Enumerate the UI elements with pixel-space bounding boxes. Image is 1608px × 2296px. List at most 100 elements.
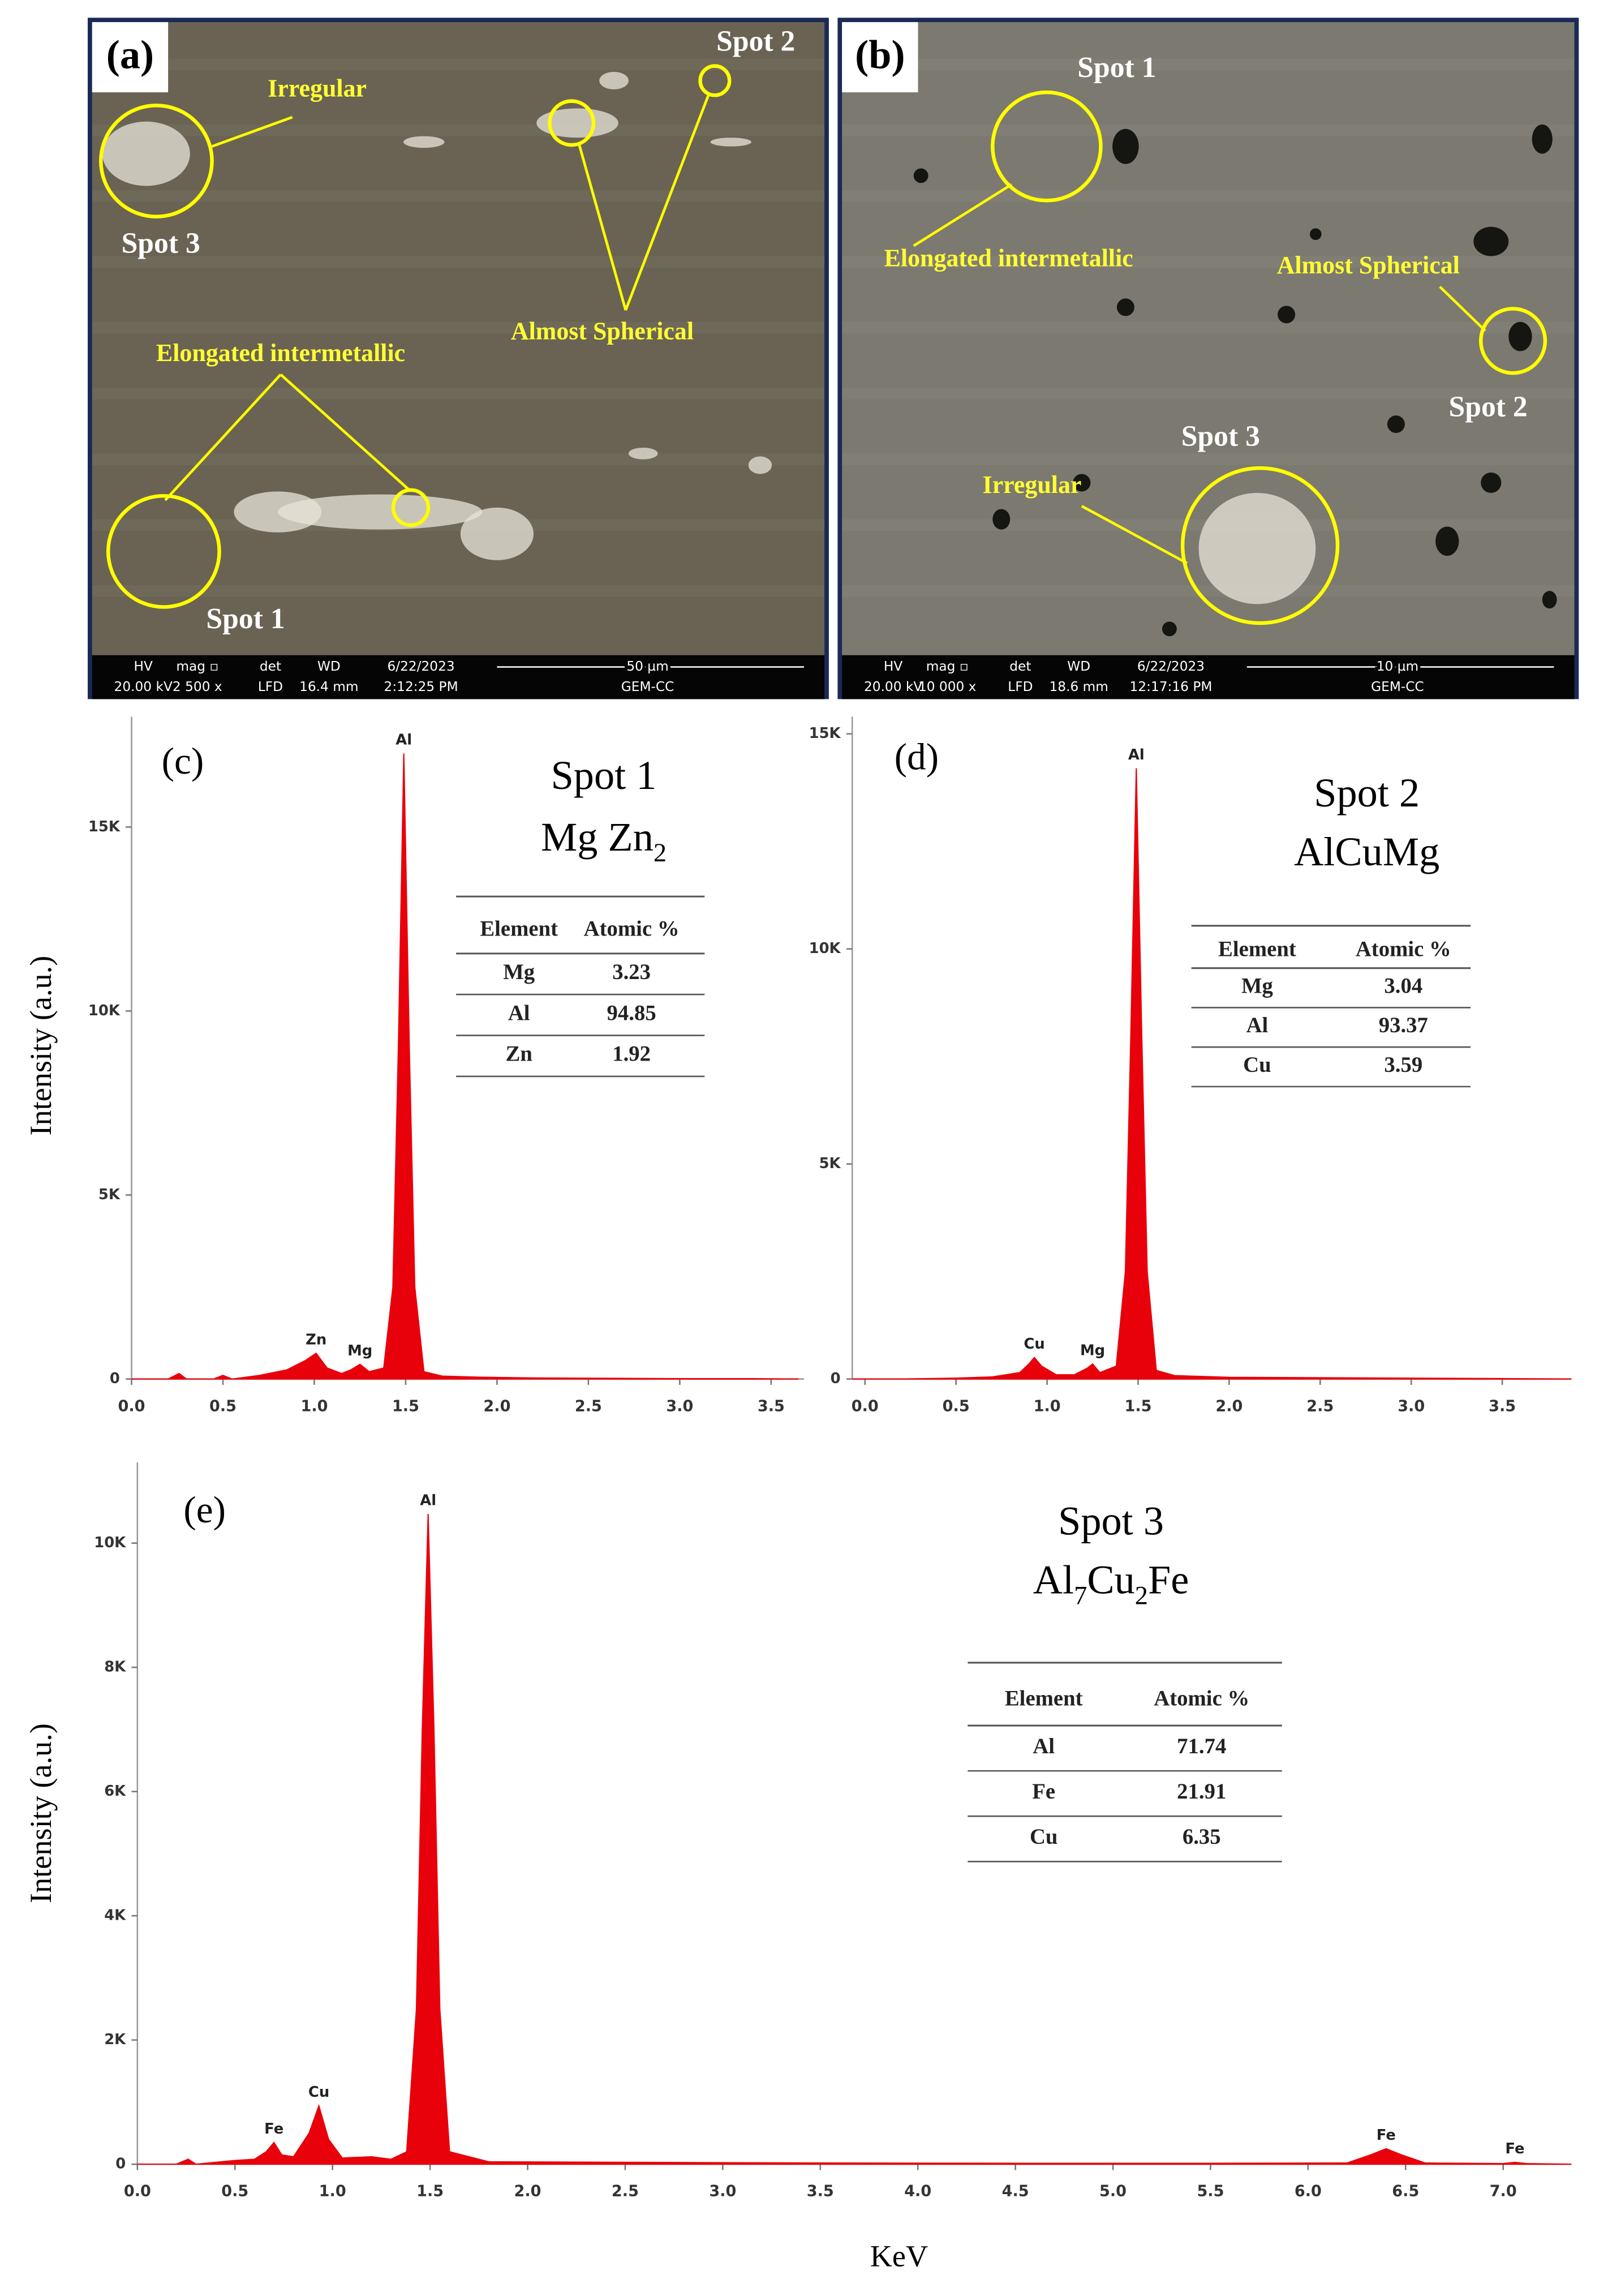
highlight-circle: [99, 104, 214, 218]
particle: [1198, 493, 1316, 604]
x-tick-label: 3.5: [1489, 1397, 1516, 1415]
info-value: 18.6 mm: [1049, 679, 1108, 694]
x-tick-label: 6.5: [1392, 2183, 1419, 2200]
table-header: Atomic %: [1356, 937, 1451, 962]
formula-part: Cu: [1087, 1557, 1134, 1602]
sem-streak: [92, 124, 825, 136]
annotation: Almost Spherical: [1277, 251, 1460, 279]
x-tick-label: 1.0: [1034, 1397, 1061, 1415]
x-tick-label: 0.0: [124, 2183, 151, 2200]
y-axis-label: Intensity (a.u.): [24, 956, 58, 1136]
annotation: Irregular: [983, 471, 1082, 499]
table-cell: 3.59: [1384, 1053, 1422, 1077]
info-header: det: [1009, 659, 1031, 674]
y-tick-label: 2K: [104, 2031, 126, 2048]
formula-part: 2: [1135, 1582, 1148, 1611]
sem-streak: [92, 585, 825, 597]
formula-part: AlCuMg: [1294, 829, 1439, 874]
sem-streak: [92, 58, 825, 71]
x-tick-label: 2.0: [514, 2183, 541, 2200]
peak-label: Fe: [264, 2121, 283, 2138]
leader-line: [1439, 286, 1486, 332]
x-tick-label: 2.5: [612, 2183, 639, 2200]
pore: [992, 509, 1011, 530]
sem-streak: [92, 190, 825, 202]
x-tick-label: 0.0: [118, 1397, 145, 1415]
spectrum-area: [852, 768, 1572, 1380]
pore: [1508, 321, 1532, 351]
y-tick-label: 10K: [94, 1534, 126, 1551]
formula-part: 7: [1074, 1582, 1087, 1611]
x-tick-label: 1.0: [300, 1397, 328, 1415]
leader-line: [164, 374, 282, 501]
peak-label: Al: [1128, 746, 1145, 763]
annotation: Spot 1: [1077, 52, 1156, 84]
x-tick-label: 4.5: [1002, 2183, 1029, 2200]
table-cell: Cu: [1030, 1825, 1058, 1849]
annotation: Elongated intermetallic: [156, 339, 405, 367]
panel-label: (b): [855, 32, 905, 77]
sem-streak: [92, 321, 825, 334]
chart-title: Spot 2: [1314, 770, 1420, 816]
leader-line: [577, 143, 627, 311]
pore: [1278, 306, 1296, 324]
x-tick-label: 1.5: [1124, 1397, 1151, 1415]
table-header: Element: [480, 916, 558, 941]
particle: [628, 447, 658, 460]
x-tick-label: 0.5: [943, 1397, 970, 1415]
table-cell: Zn: [505, 1042, 532, 1066]
highlight-circle: [391, 488, 431, 527]
sem-streak: [842, 124, 1575, 136]
pore: [1162, 621, 1177, 637]
info-header: HV: [884, 659, 902, 674]
table-cell: 71.74: [1177, 1734, 1226, 1758]
table-cell: 3.23: [612, 960, 651, 984]
info-header: mag ▫: [926, 659, 969, 674]
formula-part: Al: [1033, 1557, 1074, 1602]
y-tick-label: 0: [115, 2156, 126, 2173]
info-header: det: [260, 659, 281, 674]
particle: [748, 456, 772, 474]
table-cell: Al: [1033, 1734, 1055, 1758]
pore: [1309, 228, 1322, 241]
annotation: Elongated intermetallic: [884, 244, 1133, 272]
info-value: LFD: [258, 679, 283, 694]
sem-streak: [842, 190, 1575, 202]
sem-streak: [842, 58, 1575, 71]
table-cell: Mg: [1241, 973, 1273, 998]
table-header: Atomic %: [584, 916, 680, 941]
panel-label: (c): [162, 740, 204, 782]
highlight-circle: [1180, 466, 1340, 625]
x-tick-label: 2.5: [1306, 1397, 1334, 1415]
scale-label: 50 µm: [626, 659, 668, 674]
peak-label: Fe: [1377, 2127, 1396, 2144]
pore: [913, 168, 928, 183]
x-tick-label: 2.0: [1215, 1397, 1242, 1415]
info-header: mag ▫: [176, 659, 218, 674]
formula: Al7Cu2Fe: [1033, 1557, 1189, 1611]
info-value: 10 000 x: [918, 679, 977, 694]
particle: [536, 108, 618, 138]
annotation: Spot 3: [122, 227, 200, 259]
y-tick-label: 10K: [88, 1002, 121, 1019]
info-bar: [92, 655, 825, 699]
x-tick-label: 3.5: [807, 2183, 834, 2200]
particle: [460, 507, 534, 560]
sem-streak: [92, 388, 825, 400]
lab-label: GEM-CC: [621, 679, 674, 694]
x-tick-label: 3.0: [709, 2183, 736, 2200]
annotation: Irregular: [268, 75, 367, 102]
pore: [1532, 124, 1553, 154]
formula-part: 2: [653, 839, 667, 868]
panel-label-box: [842, 22, 918, 93]
chart-title: Spot 1: [551, 753, 657, 798]
table-header: Atomic %: [1154, 1686, 1249, 1710]
x-tick-label: 5.5: [1197, 2183, 1224, 2200]
leader-line: [1081, 505, 1188, 565]
table-cell: 94.85: [607, 1001, 656, 1025]
chart-title: Spot 3: [1058, 1499, 1164, 1544]
annotation: Almost Spherical: [511, 317, 694, 345]
formula: AlCuMg: [1294, 829, 1439, 874]
